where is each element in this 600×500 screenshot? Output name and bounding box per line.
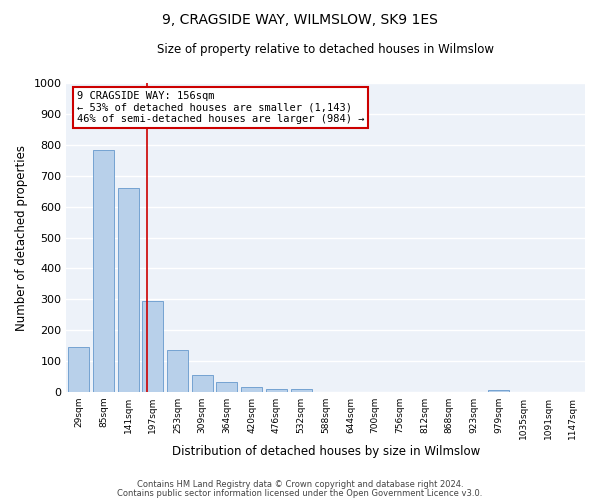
Title: Size of property relative to detached houses in Wilmslow: Size of property relative to detached ho… <box>157 42 494 56</box>
Text: 9, CRAGSIDE WAY, WILMSLOW, SK9 1ES: 9, CRAGSIDE WAY, WILMSLOW, SK9 1ES <box>162 12 438 26</box>
X-axis label: Distribution of detached houses by size in Wilmslow: Distribution of detached houses by size … <box>172 444 480 458</box>
Y-axis label: Number of detached properties: Number of detached properties <box>15 144 28 330</box>
Bar <box>142 302 163 392</box>
Bar <box>266 390 287 392</box>
Bar <box>192 374 213 392</box>
Bar <box>93 150 114 392</box>
Bar <box>68 348 89 392</box>
Bar <box>290 389 311 392</box>
Bar <box>118 188 139 392</box>
Bar <box>488 390 509 392</box>
Text: Contains HM Land Registry data © Crown copyright and database right 2024.: Contains HM Land Registry data © Crown c… <box>137 480 463 489</box>
Bar <box>167 350 188 392</box>
Text: Contains public sector information licensed under the Open Government Licence v3: Contains public sector information licen… <box>118 488 482 498</box>
Bar <box>241 386 262 392</box>
Bar <box>217 382 238 392</box>
Text: 9 CRAGSIDE WAY: 156sqm
← 53% of detached houses are smaller (1,143)
46% of semi-: 9 CRAGSIDE WAY: 156sqm ← 53% of detached… <box>77 91 364 124</box>
